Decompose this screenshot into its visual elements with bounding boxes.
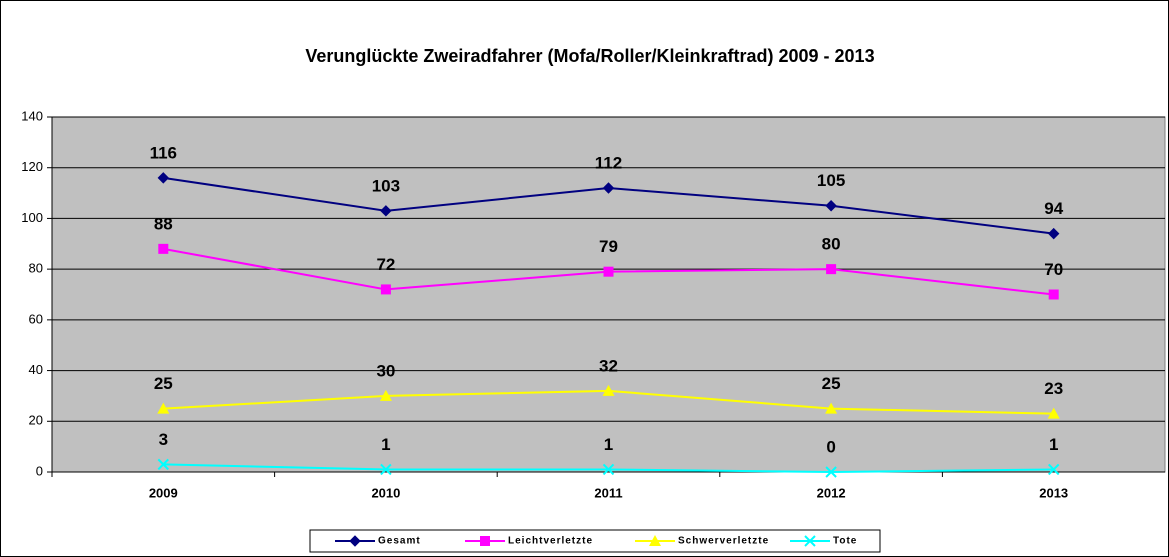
point <box>826 264 837 275</box>
y-tick-label: 100 <box>21 210 43 225</box>
y-tick-label: 20 <box>29 413 43 428</box>
point <box>825 466 837 478</box>
point <box>1047 407 1060 419</box>
legend-label: Schwerverletzte <box>678 536 769 547</box>
point <box>602 384 615 396</box>
data-label: 112 <box>595 153 622 172</box>
point <box>1048 289 1059 300</box>
data-label: 116 <box>150 143 177 162</box>
legend-label: Leichtverletzte <box>508 536 593 547</box>
legend-marker <box>349 535 361 547</box>
data-label: 30 <box>376 361 395 380</box>
x-tick-label: 2009 <box>149 485 178 500</box>
point <box>602 463 615 476</box>
point <box>1047 227 1060 240</box>
point <box>380 463 392 476</box>
point <box>825 402 838 414</box>
legend-marker <box>649 535 661 546</box>
y-tick-label: 80 <box>29 261 43 276</box>
data-label: 79 <box>599 237 618 256</box>
x-tick-label: 2010 <box>371 485 400 500</box>
x-tick-label: 2012 <box>817 485 846 500</box>
data-label: 105 <box>817 171 845 190</box>
point <box>157 172 170 184</box>
data-label: 1 <box>381 435 390 454</box>
data-label: 80 <box>822 235 841 254</box>
data-label: 72 <box>376 255 395 274</box>
chart-title: Verunglückte Zweiradfahrer (Mofa/Roller/… <box>305 46 874 66</box>
data-label: 25 <box>822 374 841 393</box>
data-label: 88 <box>154 214 173 233</box>
data-label: 94 <box>1044 199 1063 218</box>
data-label: 1 <box>604 435 613 454</box>
y-tick-label: 60 <box>29 311 43 326</box>
point <box>380 284 391 295</box>
legend-marker <box>480 536 490 546</box>
data-label: 32 <box>599 356 618 375</box>
y-tick-label: 140 <box>21 108 43 123</box>
point <box>379 389 392 401</box>
x-tick-label: 2013 <box>1039 485 1068 500</box>
point <box>825 200 837 212</box>
data-label: 3 <box>159 430 168 449</box>
data-label: 25 <box>154 374 173 393</box>
legend-label: Gesamt <box>378 536 421 547</box>
data-label: 103 <box>372 176 400 195</box>
point <box>1047 463 1060 476</box>
legend-label: Tote <box>833 536 857 547</box>
point <box>603 266 614 277</box>
data-label: 1 <box>1049 435 1058 454</box>
point <box>380 205 392 217</box>
point <box>602 182 615 194</box>
point <box>157 402 170 414</box>
x-tick-label: 2011 <box>594 485 622 500</box>
y-tick-label: 0 <box>36 463 43 478</box>
y-tick-label: 40 <box>29 362 43 377</box>
data-label: 0 <box>826 437 835 456</box>
point <box>158 243 169 254</box>
point <box>157 458 170 471</box>
data-label: 70 <box>1044 260 1063 279</box>
legend-marker <box>804 535 816 547</box>
legend <box>309 529 881 553</box>
y-tick-label: 120 <box>21 159 43 174</box>
data-label: 23 <box>1044 379 1063 398</box>
